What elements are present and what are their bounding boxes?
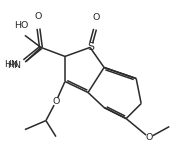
- Text: S: S: [88, 42, 95, 52]
- Text: HN: HN: [4, 60, 18, 69]
- Text: O: O: [92, 13, 100, 22]
- Text: O: O: [146, 133, 153, 142]
- Text: HN: HN: [7, 61, 21, 70]
- Text: O: O: [52, 97, 60, 106]
- Text: O: O: [34, 12, 42, 21]
- Text: HO: HO: [14, 21, 28, 30]
